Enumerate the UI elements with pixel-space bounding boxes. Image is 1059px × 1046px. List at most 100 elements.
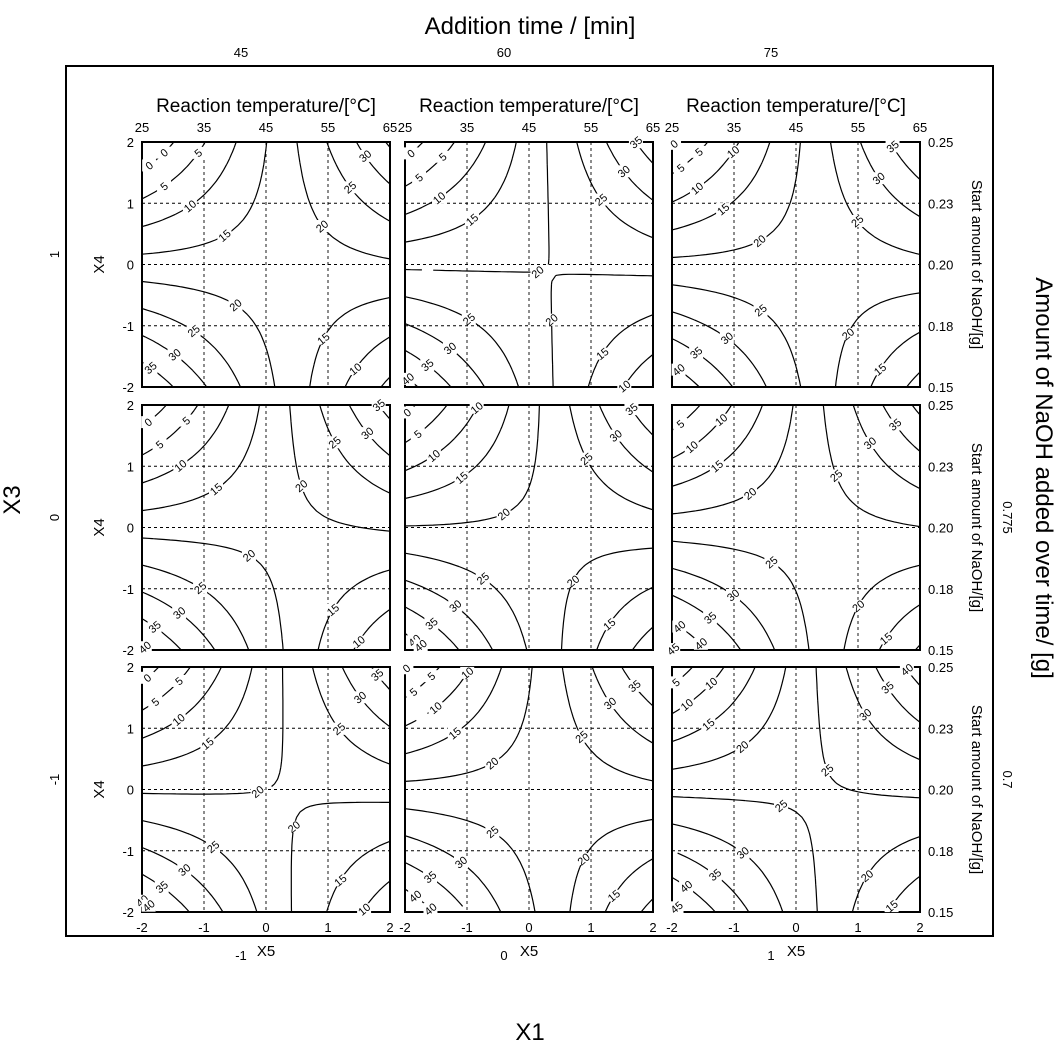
contour-label-bg <box>753 304 768 317</box>
contour-label-bg <box>316 332 331 345</box>
contour-label-bg <box>327 436 342 449</box>
contour-label-bg <box>357 903 372 916</box>
panel-right-tick-label: 0.18 <box>928 844 953 859</box>
contour-label-bg <box>167 348 182 361</box>
contour-label-bg <box>880 681 895 694</box>
left-outer-tick-label: 1 <box>47 251 62 258</box>
contour-label-bg <box>182 199 197 212</box>
contour-label-bg <box>704 677 719 690</box>
contour-line <box>141 666 390 913</box>
panel-x-tick-label: 2 <box>649 920 656 935</box>
panel-top-axis-label: Reaction temperature/[°C] <box>419 96 639 117</box>
panel-x-axis-label: X5 <box>520 943 538 960</box>
contour-label-bg <box>140 671 155 684</box>
panel-x-axis-label: X5 <box>257 943 275 960</box>
contour-label-bg <box>544 313 559 326</box>
contour-label-bg <box>689 182 704 195</box>
contour-label-bg <box>141 416 156 429</box>
panel-top-tick-label: 45 <box>522 120 536 135</box>
contour-label-bg <box>576 853 591 866</box>
contour-label-bg <box>666 643 681 656</box>
panel-right-tick-label: 0.18 <box>928 319 953 334</box>
contour-line <box>141 404 391 651</box>
contour-panel: 5101520253035404525201510253035400.250.2… <box>665 398 985 658</box>
contour-label-bg <box>410 427 425 440</box>
panel-right-tick-label: 0.15 <box>928 380 953 395</box>
contour-label-bg <box>157 146 172 159</box>
contour-label-bg <box>840 327 855 340</box>
contour-label-bg <box>627 679 642 692</box>
contour-label-bg <box>735 846 750 859</box>
contour-label-bg <box>406 685 421 698</box>
contour-label-bg <box>679 880 694 893</box>
contour-label-bg <box>179 414 194 427</box>
left-outer-tick-label: 0 <box>47 514 62 521</box>
panel-y-tick-label: 2 <box>127 398 134 413</box>
contour-label-bg <box>850 214 865 227</box>
outer-frame <box>65 65 994 937</box>
panel-right-tick-label: 0.15 <box>928 643 953 658</box>
contour-label-bg <box>726 589 741 602</box>
contour-label-bg <box>448 599 463 612</box>
contour-line <box>671 141 921 388</box>
contour-label-bg <box>475 572 490 585</box>
contour-label-bg <box>668 676 683 689</box>
contour-label-bg <box>286 820 301 833</box>
contour-line <box>671 666 921 913</box>
panel-x-axis-label: X5 <box>787 943 805 960</box>
contour-label-bg <box>719 332 734 345</box>
contour-label-bg <box>673 417 688 430</box>
panel-right-axis-label: Start amount of NaOH/[g] <box>968 705 985 874</box>
panel-y-tick-label: -2 <box>122 905 134 920</box>
panel-y-tick-label: -2 <box>122 380 134 395</box>
contour-label-bg <box>171 674 186 687</box>
contour-label-bg <box>250 785 265 798</box>
contour-label-bg <box>177 863 192 876</box>
panel-top-tick-label: 35 <box>197 120 211 135</box>
contour-label-bg <box>530 265 545 278</box>
contour-label-bg <box>709 460 724 473</box>
contour-line <box>404 666 654 913</box>
contour-label-bg <box>820 764 835 777</box>
contour-label-bg <box>424 617 439 630</box>
panel-y-axis-label: X4 <box>91 255 108 273</box>
contour-label-bg <box>672 620 687 633</box>
contour-label-bg <box>186 324 201 337</box>
panel-x-tick-label: 2 <box>916 920 923 935</box>
contour-label-bg <box>193 581 208 594</box>
contour-label-bg <box>325 603 340 616</box>
contour-label-bg <box>426 449 441 462</box>
panel-right-tick-label: 0.18 <box>928 582 953 597</box>
contour-line <box>404 141 654 388</box>
contour-label-bg <box>628 136 643 149</box>
contour-label-bg <box>689 346 704 359</box>
contour-label-bg <box>137 641 152 654</box>
contour-panel: 510152025303540452520151025303540-2-1012… <box>666 660 985 960</box>
contour-line <box>671 404 921 651</box>
contour-label-bg <box>206 840 221 853</box>
panel-y-tick-label: -2 <box>122 643 134 658</box>
panel-right-tick-label: 0.25 <box>928 398 953 413</box>
contour-label-bg <box>862 436 877 449</box>
contour-label-bg <box>485 757 500 770</box>
contour-label-bg <box>208 482 223 495</box>
right-outer-tick-label: 0.7 <box>1000 770 1015 788</box>
contour-label-bg <box>371 399 386 412</box>
contour-label-bg <box>693 637 708 650</box>
contour-label-bg <box>679 698 694 711</box>
contour-label-bg <box>360 427 375 440</box>
contour-label-bg <box>851 599 866 612</box>
top-outer-tick-label: 60 <box>497 45 511 60</box>
contour-label-bg <box>606 889 621 902</box>
contour-label-bg <box>148 695 163 708</box>
contour-label-bg <box>358 149 373 162</box>
panel-top-tick-label: 55 <box>584 120 598 135</box>
contour-label-bg <box>714 413 729 426</box>
panel-x-tick-label: 1 <box>854 920 861 935</box>
contour-label-bg <box>579 452 594 465</box>
contour-label-bg <box>743 487 758 500</box>
contour-label-bg <box>608 429 623 442</box>
contour-label-bg <box>829 469 844 482</box>
contour-label-bg <box>157 180 172 193</box>
